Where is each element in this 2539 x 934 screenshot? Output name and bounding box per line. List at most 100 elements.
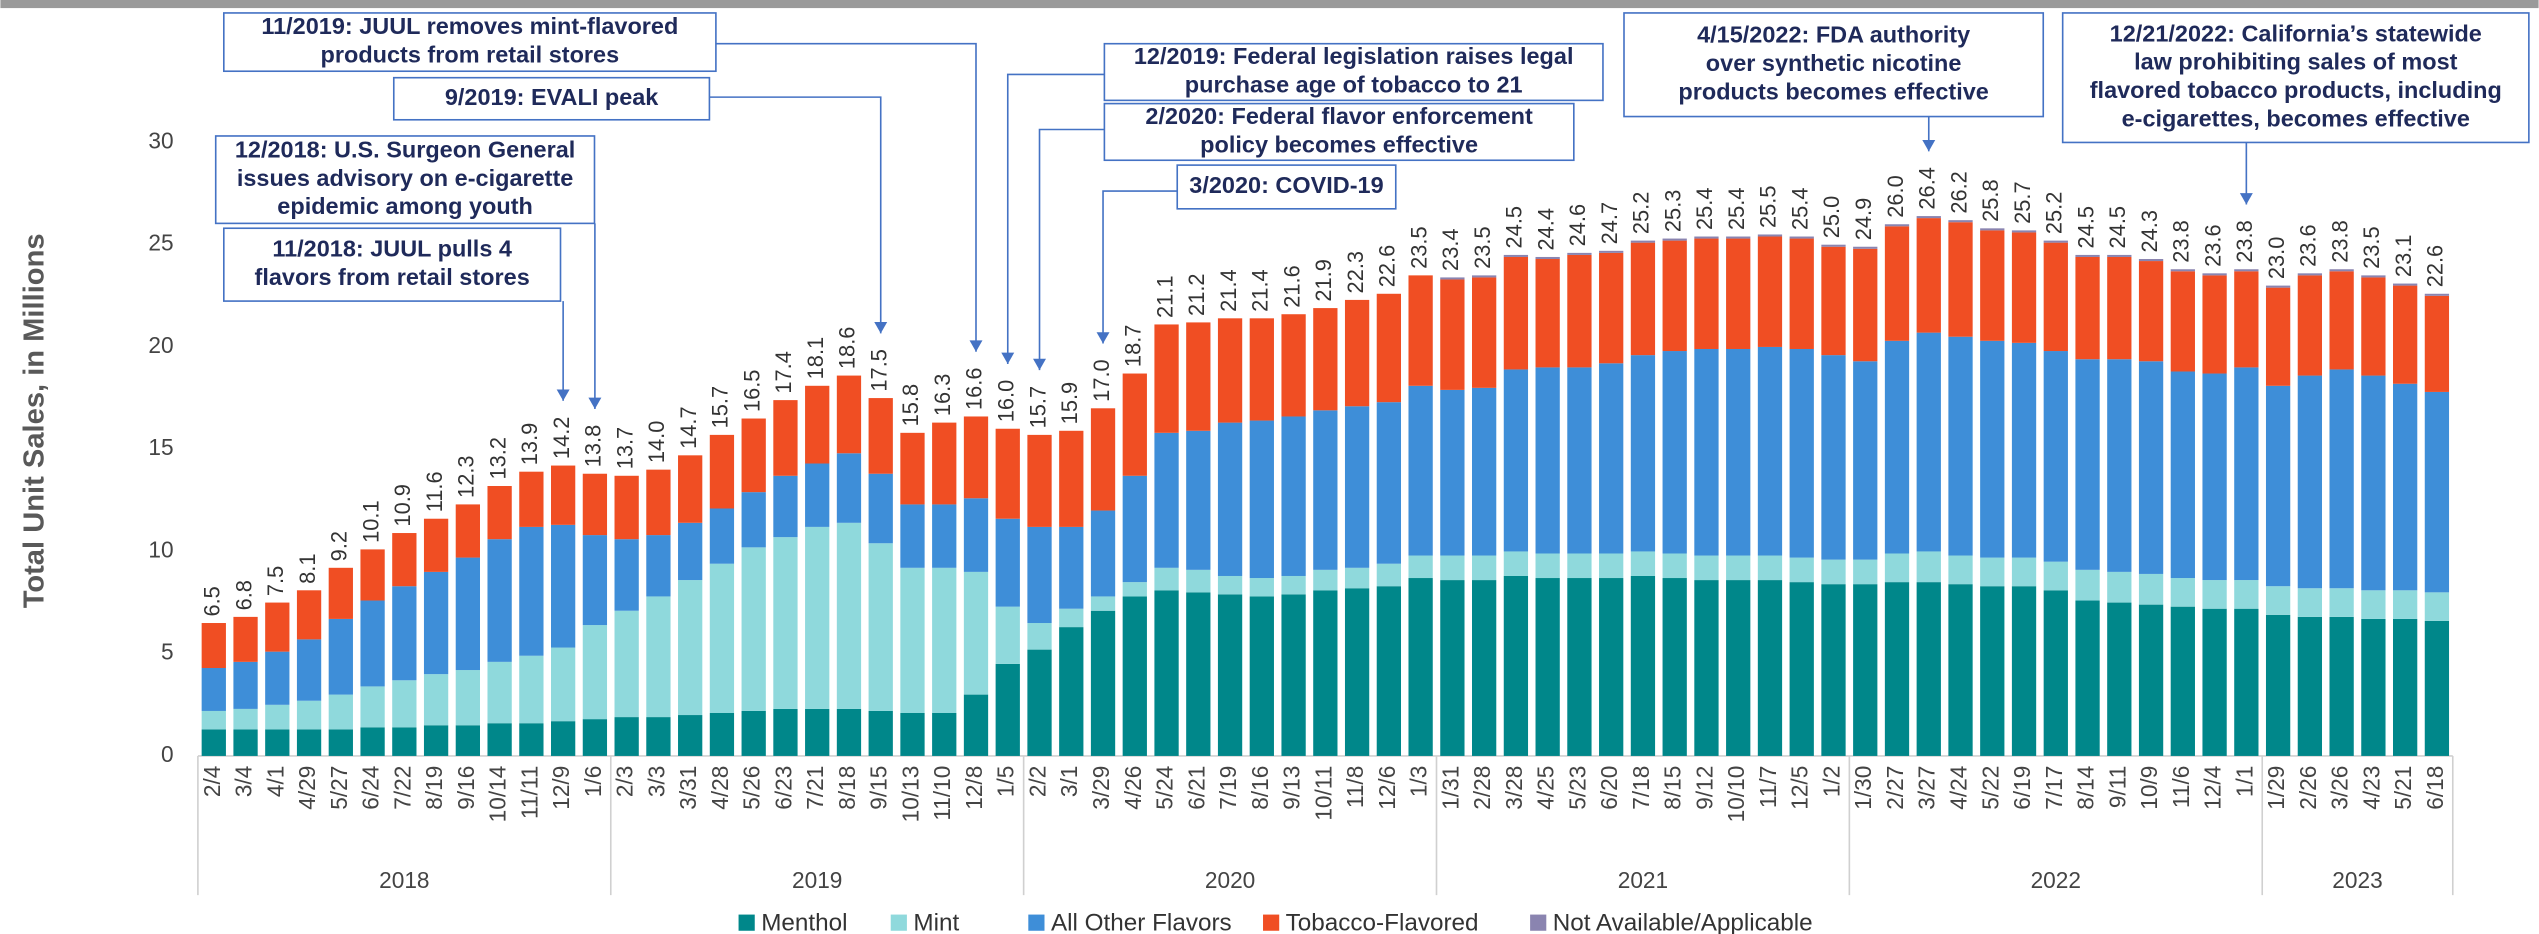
x-tick-label: 8/19 [421, 766, 447, 810]
bar-segment [1884, 582, 1910, 756]
bar-segment [550, 524, 576, 648]
bar-segment [296, 729, 322, 756]
bar-segment [1090, 408, 1116, 511]
x-tick-label: 7/22 [389, 766, 415, 810]
bar-segment [1440, 555, 1465, 581]
year-label: 2018 [379, 867, 429, 893]
bar-segment [1630, 551, 1656, 576]
bar-segment [1630, 575, 1656, 756]
bar-segment [2361, 375, 2386, 591]
annotation-text: 12/21/2022: California’s statewide [2110, 20, 2482, 46]
bar-total-label: 13.9 [517, 423, 542, 466]
legend-swatch [1028, 914, 1045, 931]
x-tick-label: 11/11 [516, 766, 542, 819]
bar-segment [1503, 254, 1529, 257]
bar-segment [1059, 627, 1084, 756]
bar-segment [233, 708, 258, 730]
bar-segment [1726, 238, 1751, 349]
bar-segment [265, 651, 290, 705]
bar-total-label: 13.7 [612, 427, 637, 470]
x-tick-label: 7/18 [1628, 766, 1654, 810]
bar-total-label: 24.5 [2073, 206, 2098, 249]
bar-segment [519, 723, 544, 756]
bar-segment [2234, 271, 2259, 368]
bar-total-label: 25.8 [1978, 179, 2003, 222]
bar-segment [805, 385, 830, 464]
bar-segment [2170, 271, 2195, 372]
bar-segment [1789, 236, 1814, 239]
bar-total-label: 14.7 [676, 406, 701, 449]
bar-segment [1471, 580, 1497, 756]
bar-segment [805, 463, 830, 527]
bar-segment [1408, 385, 1433, 556]
bar-segment [2265, 287, 2291, 386]
bar-segment [2297, 588, 2323, 617]
bar-segment [1154, 590, 1179, 756]
x-tick-label: 9/15 [866, 766, 892, 810]
annotation-arrowhead [1001, 352, 1015, 364]
bar-segment [360, 727, 385, 756]
bar-segment [1789, 557, 1814, 583]
bar-segment [1344, 406, 1370, 568]
bar-segment [1503, 551, 1529, 576]
bar-segment [265, 602, 290, 652]
bar-segment [868, 710, 893, 756]
x-tick-label: 5/26 [739, 766, 765, 810]
bar-total-label: 25.5 [1756, 185, 1781, 228]
bar-segment [2075, 569, 2100, 601]
bar-total-label: 21.1 [1152, 275, 1177, 318]
x-tick-label: 11/8 [1342, 766, 1368, 808]
bar-segment [1567, 553, 1592, 579]
bar-segment [519, 655, 544, 724]
bar-total-label: 25.4 [1787, 188, 1812, 231]
bar-segment [678, 522, 703, 581]
bar-segment [1948, 584, 1973, 756]
bar-segment [773, 475, 798, 538]
bar-total-label: 21.4 [1248, 269, 1273, 312]
bar-segment [836, 708, 862, 756]
bar-segment [455, 670, 480, 726]
bar-segment [2329, 271, 2354, 370]
bar-segment [1471, 555, 1497, 581]
bar-segment [2202, 275, 2227, 374]
annotation-arrowhead [556, 389, 570, 401]
annotation-text: 11/2018: JUUL pulls 4 [272, 236, 512, 262]
bar-segment [1694, 555, 1719, 581]
bar-segment [2011, 557, 2037, 587]
bar-total-label: 24.4 [1533, 208, 1558, 251]
x-tick-label: 3/4 [231, 766, 257, 798]
bar-segment [2265, 385, 2291, 587]
bar-total-label: 23.5 [1470, 226, 1495, 269]
bar-segment [1916, 582, 1941, 756]
x-tick-label: 8/15 [1660, 766, 1686, 810]
bar-segment [1916, 551, 1941, 583]
bar-segment [423, 674, 449, 726]
bar-segment [2043, 590, 2068, 756]
bar-segment [2107, 359, 2132, 572]
bar-segment [1059, 430, 1084, 527]
bar-segment [1662, 240, 1687, 352]
bar-segment [2011, 586, 2037, 756]
bar-segment [1567, 367, 1592, 554]
x-tick-label: 12/6 [1374, 766, 1400, 810]
bar-segment [2075, 359, 2100, 570]
bar-total-label: 9.2 [327, 531, 352, 561]
bar-segment [455, 557, 480, 671]
bar-segment [1567, 254, 1592, 368]
bar-segment [963, 571, 989, 695]
bar-total-label: 25.7 [2010, 181, 2035, 224]
legend-label: All Other Flavors [1051, 910, 1232, 934]
bar-segment [868, 398, 893, 474]
bar-total-label: 15.7 [1025, 386, 1050, 429]
bar-segment [2424, 592, 2450, 621]
x-tick-label: 8/14 [2073, 766, 2099, 810]
bar-segment [2075, 600, 2100, 756]
bar-segment [1535, 256, 1560, 260]
bar-total-label: 23.1 [2391, 235, 2416, 278]
bar-segment [1503, 369, 1529, 552]
bar-segment [2265, 285, 2291, 288]
bar-segment [805, 526, 830, 709]
bar-segment [1884, 340, 1910, 554]
bar-segment [296, 590, 322, 640]
bar-segment [2234, 580, 2259, 609]
